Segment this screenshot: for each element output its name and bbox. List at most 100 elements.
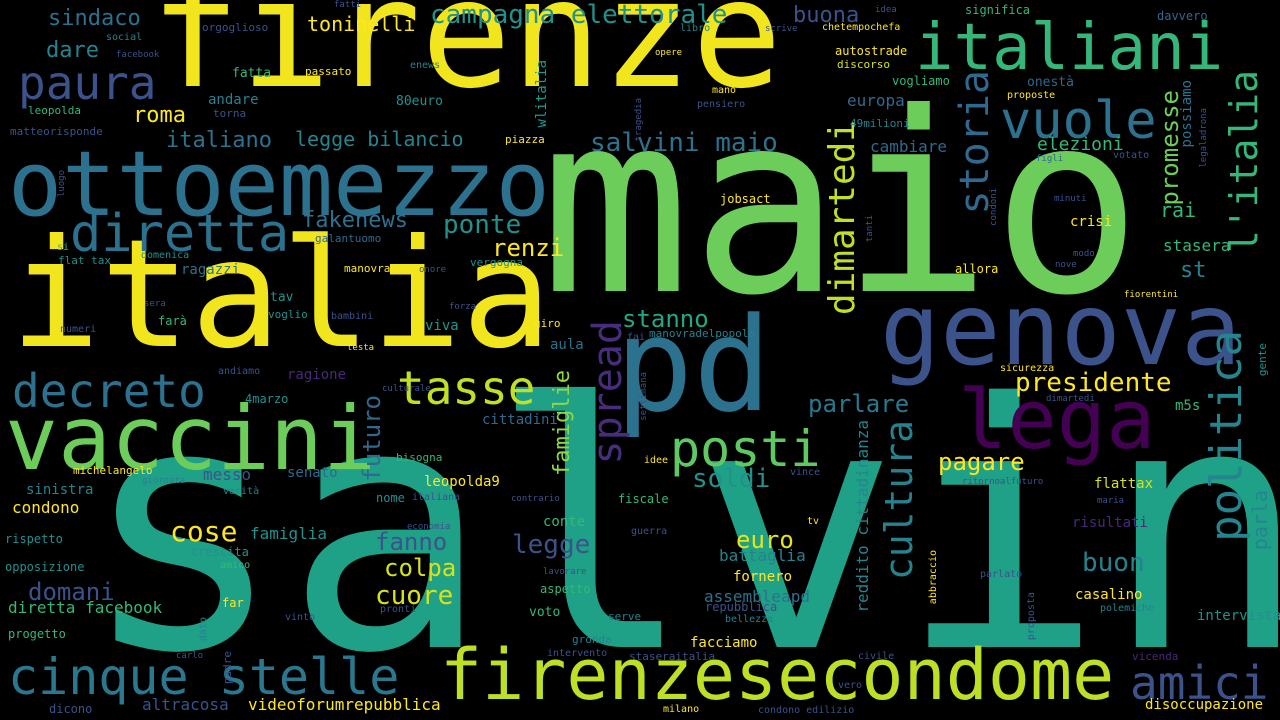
word-economia: economia: [407, 522, 451, 532]
word-domenica: domenica: [141, 250, 190, 261]
word-tv: tv: [807, 516, 820, 527]
word-italiano: italiano: [166, 128, 272, 153]
word-guerra: guerra: [631, 526, 668, 537]
word-giornata: giornata: [142, 476, 186, 486]
word-forza: forza: [449, 302, 477, 312]
word-roma: roma: [133, 103, 186, 128]
word-spread: spread: [585, 320, 631, 465]
word-cose: cose: [170, 515, 238, 548]
word-repubblica: repubblica: [705, 600, 778, 614]
word-fara: farà: [158, 314, 187, 328]
word-crescita: crescita: [191, 545, 249, 559]
word-st: st: [1180, 258, 1207, 283]
word-rai: rai: [1160, 198, 1197, 222]
word-amici: amici: [1130, 656, 1269, 710]
word-ponte: ponte: [443, 210, 522, 240]
word-tragedia: tragedia: [634, 98, 644, 142]
word-legge-bilancio: legge bilancio: [295, 127, 464, 151]
word-aula: aula: [550, 337, 584, 353]
word-davvero: davvero: [1157, 9, 1208, 23]
word-fatta: fatta: [232, 66, 272, 81]
word-giro: giro: [534, 317, 561, 330]
word-cultura: cultura: [877, 420, 921, 581]
word-renzi: renzi: [492, 234, 565, 262]
word-vuole: vuole: [1000, 91, 1157, 151]
word-piazza: piazza: [505, 133, 545, 146]
word-videoforumrepubblica: videoforumrepubblica: [248, 695, 441, 714]
word-cinque-stelle: cinque stelle: [8, 648, 400, 706]
word-sindaco: sindaco: [48, 6, 141, 31]
word-progetto: progetto: [8, 627, 66, 641]
word-andiamo: andiamo: [218, 366, 261, 377]
word-michelangelo: michelangelo: [73, 464, 153, 477]
word-domani: domani: [28, 578, 115, 606]
word-toninelli: toninelli: [307, 12, 416, 36]
word-bisogna: bisogna: [396, 451, 443, 464]
word-tasse: tasse: [397, 361, 536, 415]
word-fatti: fatti: [334, 0, 362, 10]
word-maio: maio: [540, 59, 1143, 350]
word-cambiare: cambiare: [870, 137, 948, 156]
word-politica: politica: [1201, 330, 1252, 542]
word-facciamo: facciamo: [690, 635, 758, 651]
word-scrive: scrive: [765, 24, 798, 34]
word-intervento: intervento: [547, 648, 608, 659]
word-leopolda: leopolda: [28, 104, 81, 117]
word-legaladrona: legaladrona: [1199, 108, 1209, 168]
word-torna: torna: [213, 107, 247, 120]
word-nome: nome: [376, 491, 405, 505]
word-social: social: [106, 32, 143, 43]
word-milano: milano: [663, 704, 700, 715]
word-galantuomo: galantuomo: [315, 232, 382, 245]
word-enews: enews: [410, 60, 441, 71]
word-rispetto: rispetto: [5, 532, 63, 546]
word-cuore: cuore: [375, 581, 454, 611]
word-jobsact: jobsact: [720, 192, 771, 206]
word-pronti: pronti: [380, 604, 417, 615]
word-verita: verità: [223, 486, 260, 497]
word-vogliamo: vogliamo: [892, 74, 950, 88]
word-bambini: bambini: [331, 311, 374, 322]
word-autostrade: autostrade: [835, 44, 908, 58]
word-gronda: gronda: [572, 633, 612, 646]
word-italiana: italiana: [412, 492, 461, 503]
word-posti: posti: [670, 420, 821, 478]
word-serve: serve: [608, 610, 642, 623]
word-maria: maria: [1097, 496, 1125, 506]
word-carlo: carlo: [176, 651, 204, 661]
word-idea: idea: [875, 5, 897, 15]
word-testa: testa: [347, 343, 375, 353]
word-facebook: facebook: [116, 50, 160, 60]
word-libro: libro: [680, 23, 711, 34]
word-condoni: condoni: [989, 188, 999, 226]
word-ragazzi: ragazzi: [181, 262, 241, 278]
word-staseraitalia: staseraitalia: [629, 650, 716, 663]
word-pensiero: pensiero: [697, 99, 746, 110]
word-vicenda: vicenda: [1132, 650, 1179, 663]
word-modo: modo: [1073, 249, 1095, 259]
word-manovradelpopolo: manovradelpopolo: [649, 327, 755, 340]
word-vaccini: vaccini: [5, 387, 376, 490]
word-risultati: risultati: [1072, 515, 1148, 531]
word-fanno: fanno: [375, 528, 448, 556]
word-battaglia: battaglia: [719, 546, 806, 565]
word-paura: paura: [18, 56, 157, 110]
word-opposizione: opposizione: [5, 560, 85, 574]
word-onesta: onestà: [1027, 75, 1074, 90]
word-pd: pd: [615, 289, 772, 441]
word-senato: senato: [287, 465, 338, 481]
word-salvini: salvini: [80, 332, 1280, 720]
word-diretta: diretta: [70, 204, 290, 264]
word-fakenews: fakenews: [302, 208, 408, 233]
word-messo: messo: [203, 465, 252, 484]
word-fornero: fornero: [733, 569, 793, 585]
word-fiorentini: fiorentini: [1124, 290, 1179, 300]
word-nove: nove: [1055, 260, 1077, 270]
word-contrario: contrario: [511, 494, 560, 504]
word-salvini-maio: salvini maio: [590, 128, 778, 158]
word-flattax: flattax: [1094, 476, 1154, 492]
word-gente: gente: [1256, 343, 1269, 377]
word-legge: legge: [512, 530, 591, 560]
word-civile: civile: [858, 651, 895, 662]
